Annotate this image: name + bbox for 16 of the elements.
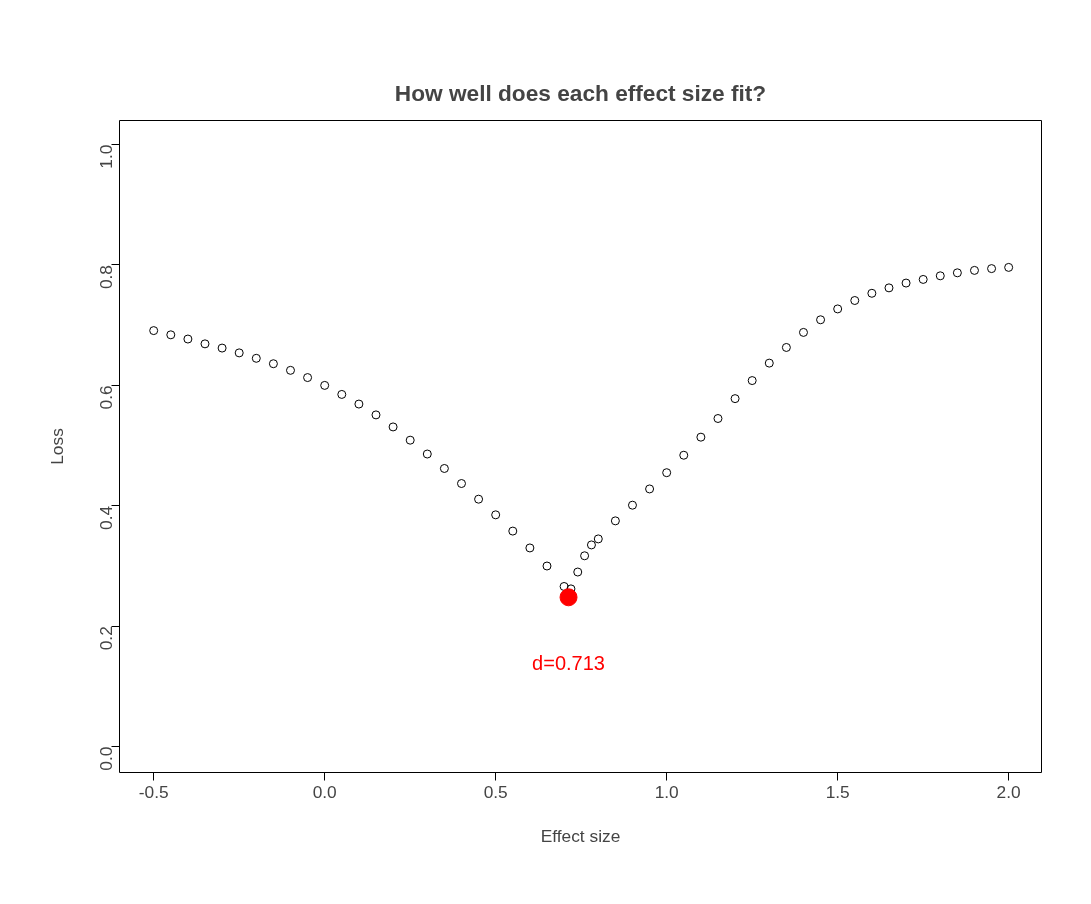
x-tick-label: 2.0 — [996, 781, 1021, 802]
y-tick-label: 1.0 — [96, 144, 117, 169]
x-tick-label: 1.5 — [825, 781, 850, 802]
y-axis-title: Loss — [46, 427, 67, 465]
x-tick-label: 0.0 — [312, 781, 337, 802]
x-tick-label: 0.5 — [483, 781, 508, 802]
x-tick-label: 1.0 — [654, 781, 679, 802]
y-tick-label: 0.4 — [96, 505, 117, 530]
y-tick-label: 0.8 — [96, 264, 117, 290]
y-tick-label: 0.0 — [96, 746, 117, 771]
y-tick-label: 0.2 — [96, 626, 117, 651]
chart-title: How well does each effect size fit? — [394, 79, 767, 106]
annotation: d=0.713 — [532, 652, 605, 675]
x-tick-label: -0.5 — [138, 781, 169, 802]
y-tick-label: 0.6 — [96, 385, 117, 410]
x-axis-title: Effect size — [540, 825, 621, 846]
